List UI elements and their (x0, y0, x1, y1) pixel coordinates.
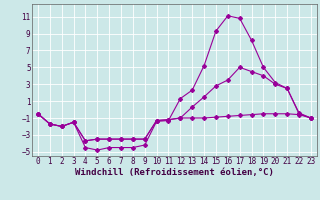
X-axis label: Windchill (Refroidissement éolien,°C): Windchill (Refroidissement éolien,°C) (75, 168, 274, 177)
